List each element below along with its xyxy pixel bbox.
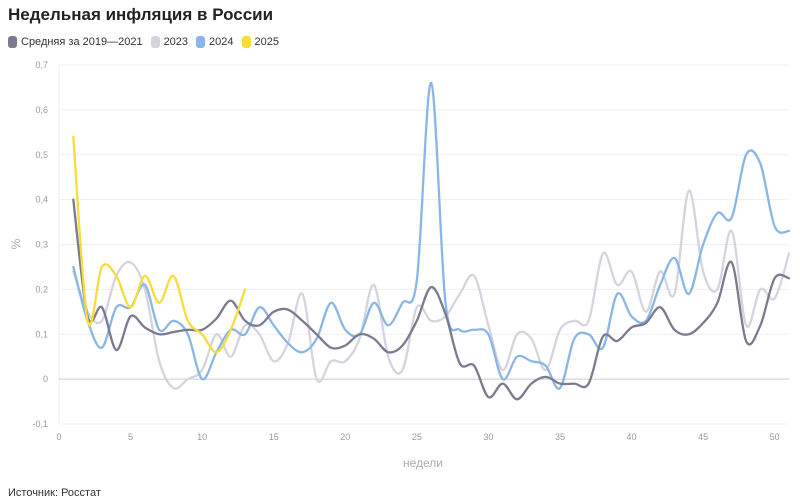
y-tick-label: 0,2	[35, 284, 48, 294]
series-line-2025[interactable]	[72, 135, 247, 354]
legend-label-2025: 2025	[254, 36, 280, 48]
x-tick-label: 30	[483, 432, 493, 442]
legend-item-2024[interactable]: 2024	[196, 36, 234, 48]
legend-swatch-2023	[150, 36, 160, 48]
y-tick-label: 0,5	[35, 150, 48, 160]
y-axis-label: %	[9, 238, 23, 249]
y-tick-label: 0,6	[35, 105, 48, 115]
legend-label-2023: 2023	[163, 36, 189, 48]
series-line-2023[interactable]	[72, 189, 791, 390]
legend-swatch-2024	[196, 36, 206, 48]
x-tick-label: 0	[56, 432, 61, 442]
series-line-avg-2019-2021[interactable]	[72, 198, 791, 401]
y-tick-label: 0	[43, 374, 48, 384]
y-tick-label: -0,1	[32, 419, 48, 429]
x-tick-label: 5	[128, 432, 133, 442]
y-tick-label: 0,4	[35, 195, 48, 205]
x-tick-label: 25	[412, 432, 422, 442]
legend-item-2023[interactable]: 2023	[150, 36, 189, 48]
x-tick-label: 50	[770, 432, 780, 442]
x-axis-ticks: 0 5 10 15 20 25 30 35 40 45 50	[56, 432, 779, 442]
y-tick-label: 0,1	[35, 329, 48, 339]
y-axis-ticks: -0,1 0 0,1 0,2 0,3 0,4 0,5 0,6 0,7	[32, 60, 48, 429]
y-tick-label: 0,3	[35, 240, 48, 250]
x-axis-label: недели	[403, 456, 443, 470]
grid-lines	[58, 64, 789, 425]
x-tick-label: 15	[269, 432, 279, 442]
x-tick-label: 45	[698, 432, 708, 442]
legend-item-avg[interactable]: Средняя за 2019—2021	[8, 36, 143, 48]
chart-title: Недельная инфляция в России	[8, 5, 274, 24]
legend: Средняя за 2019—2021 2023 2024 2025	[8, 36, 287, 48]
legend-item-2025[interactable]: 2025	[241, 36, 280, 48]
x-tick-label: 40	[627, 432, 637, 442]
legend-label-2024: 2024	[209, 36, 234, 48]
x-tick-label: 20	[340, 432, 350, 442]
y-tick-label: 0,7	[35, 60, 48, 70]
x-tick-label: 35	[555, 432, 565, 442]
series-line-2024[interactable]	[72, 81, 791, 390]
source-note: Источник: Росстат	[8, 487, 101, 499]
legend-swatch-2025	[241, 36, 251, 48]
legend-swatch-avg	[8, 36, 17, 48]
x-tick-label: 10	[197, 432, 207, 442]
series-lines	[72, 81, 791, 401]
legend-label-avg: Средняя за 2019—2021	[21, 36, 143, 48]
